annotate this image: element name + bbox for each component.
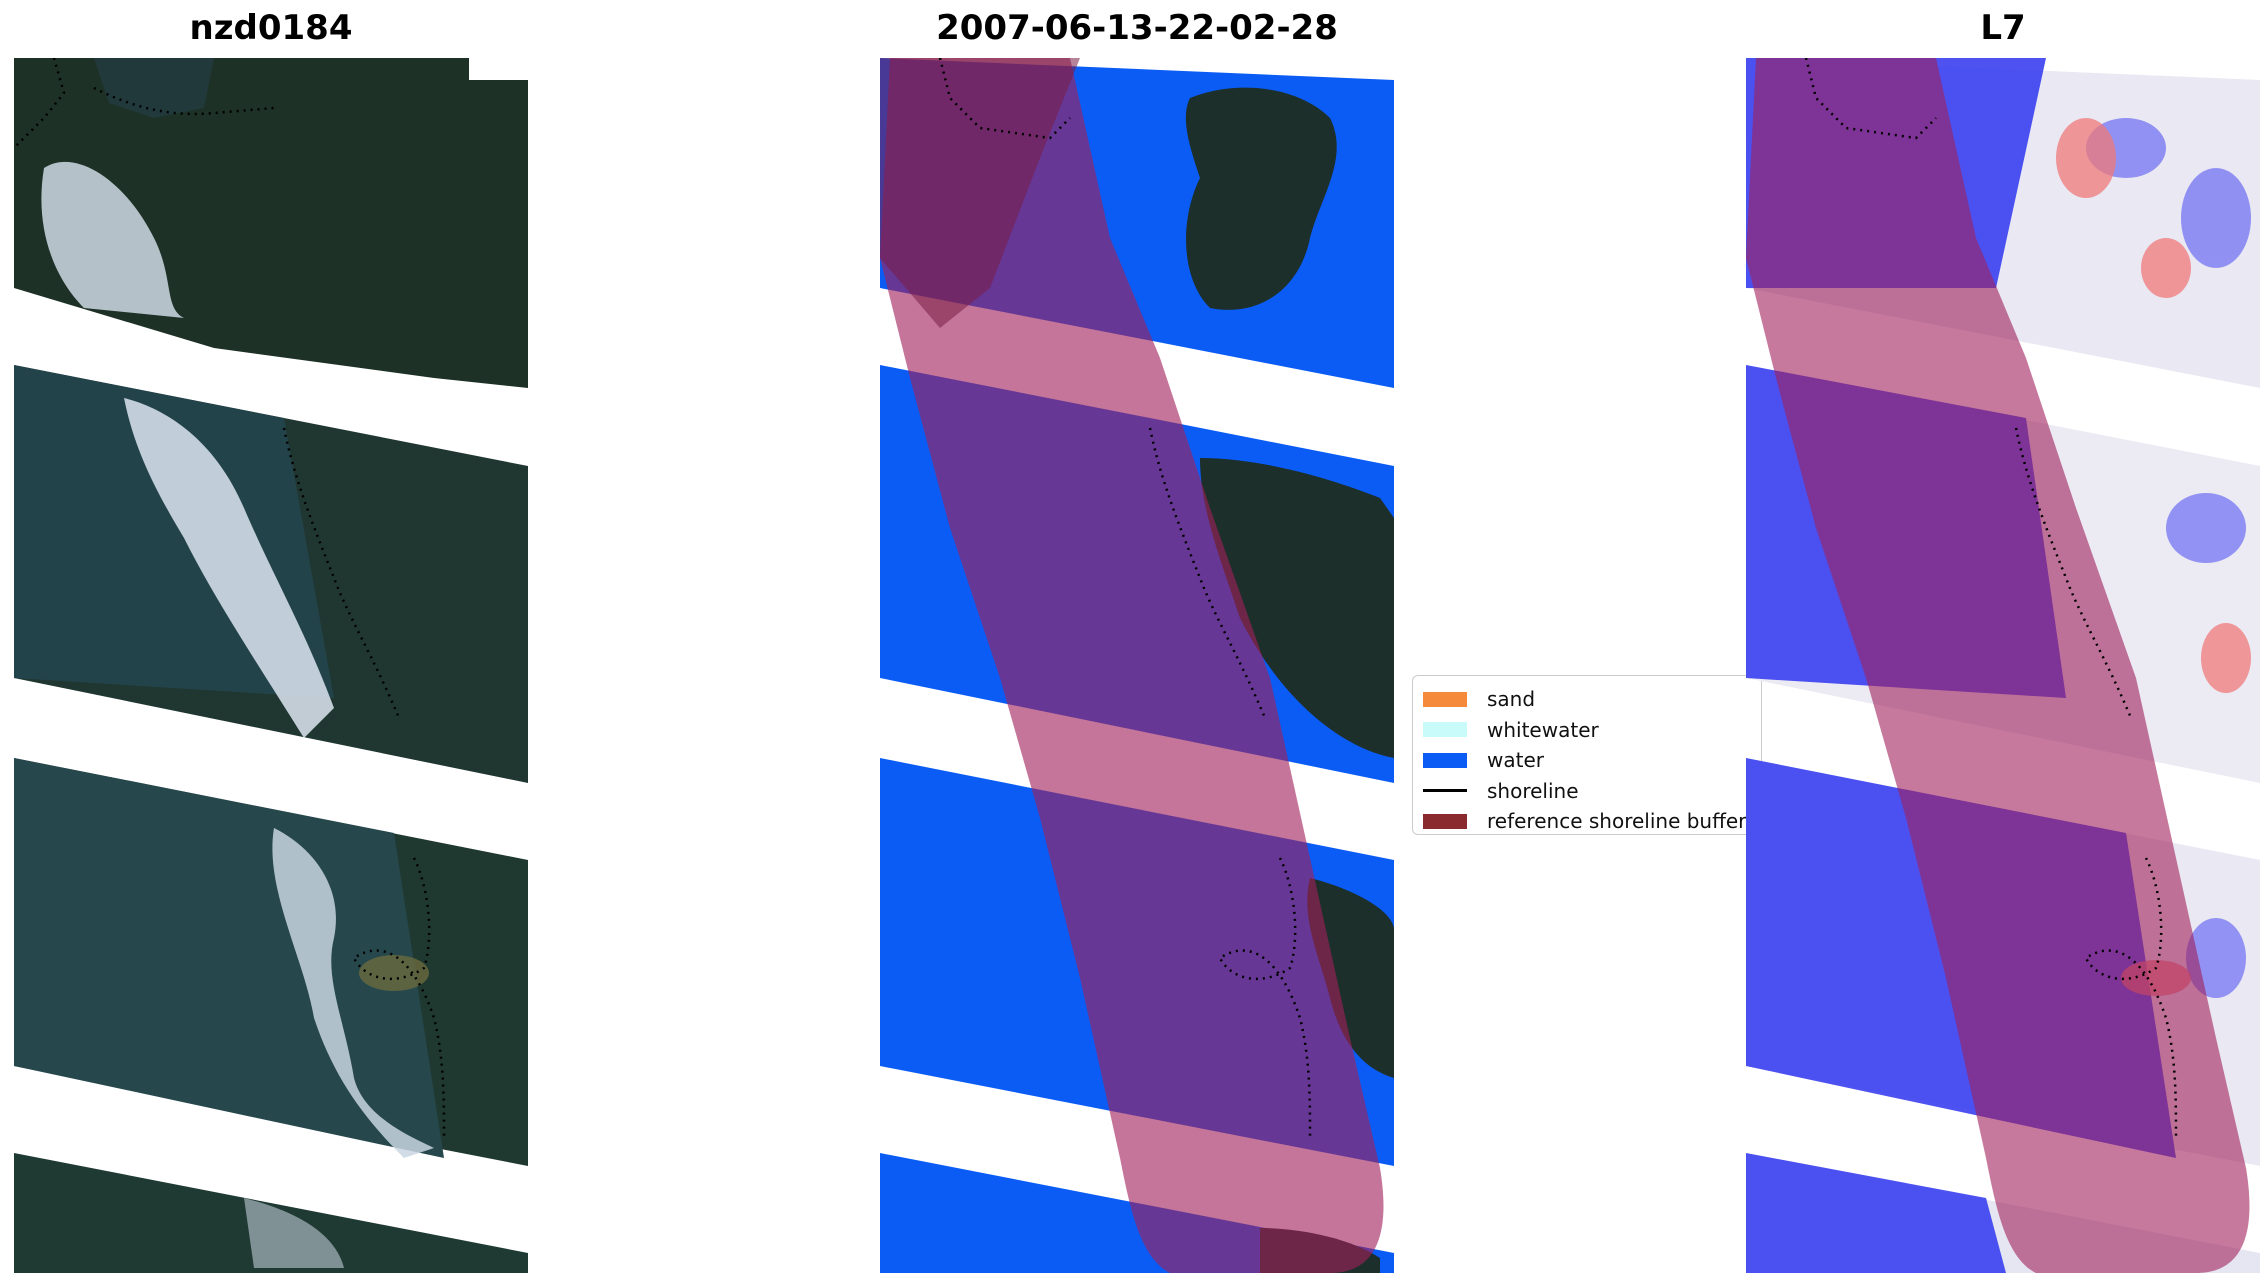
legend-label: water xyxy=(1487,748,1544,773)
legend-label: whitewater xyxy=(1487,717,1599,742)
reference-shoreline-buffer xyxy=(1746,58,2250,1273)
image-strip xyxy=(14,1153,528,1273)
image-strip xyxy=(14,365,528,783)
shoreline-trace xyxy=(938,58,1312,1139)
classified-image-panel: 2007-06-13-22-02-28 xyxy=(880,0,1394,1283)
legend-item-water: water xyxy=(1423,745,1751,776)
legend-swatch-water xyxy=(1423,752,1467,768)
index-image-panel: L7 xyxy=(1746,0,2260,1283)
legend: sand whitewater water shoreline referenc… xyxy=(1412,675,1762,835)
rgb-panel-title: nzd0184 xyxy=(189,8,353,48)
buffer-overlap xyxy=(880,58,1080,328)
legend-item-shoreline: shoreline xyxy=(1423,776,1751,807)
rgb-image xyxy=(14,58,528,1273)
classified-image xyxy=(880,58,1394,1273)
classified-panel-title: 2007-06-13-22-02-28 xyxy=(936,8,1338,48)
legend-line-shoreline xyxy=(1423,789,1467,793)
legend-swatch-buffer xyxy=(1423,813,1467,829)
rgb-image-panel: nzd0184 xyxy=(14,0,528,1283)
legend-label: shoreline xyxy=(1487,778,1579,803)
legend-swatch-sand xyxy=(1423,691,1467,707)
legend-swatch-whitewater xyxy=(1423,722,1467,738)
image-strip xyxy=(14,758,528,1166)
legend-label: reference shoreline buffer xyxy=(1487,809,1747,834)
shoreline-trace xyxy=(1804,58,2178,1139)
index-image xyxy=(1746,58,2260,1273)
shoreline-trace xyxy=(352,857,446,1139)
legend-label: sand xyxy=(1487,687,1536,712)
image-strip xyxy=(14,58,528,388)
legend-item-whitewater: whitewater xyxy=(1423,715,1751,746)
legend-item-sand: sand xyxy=(1423,684,1751,715)
reference-shoreline-buffer xyxy=(880,58,1384,1273)
legend-item-buffer: reference shoreline buffer xyxy=(1423,806,1751,834)
index-panel-title: L7 xyxy=(1980,8,2026,48)
